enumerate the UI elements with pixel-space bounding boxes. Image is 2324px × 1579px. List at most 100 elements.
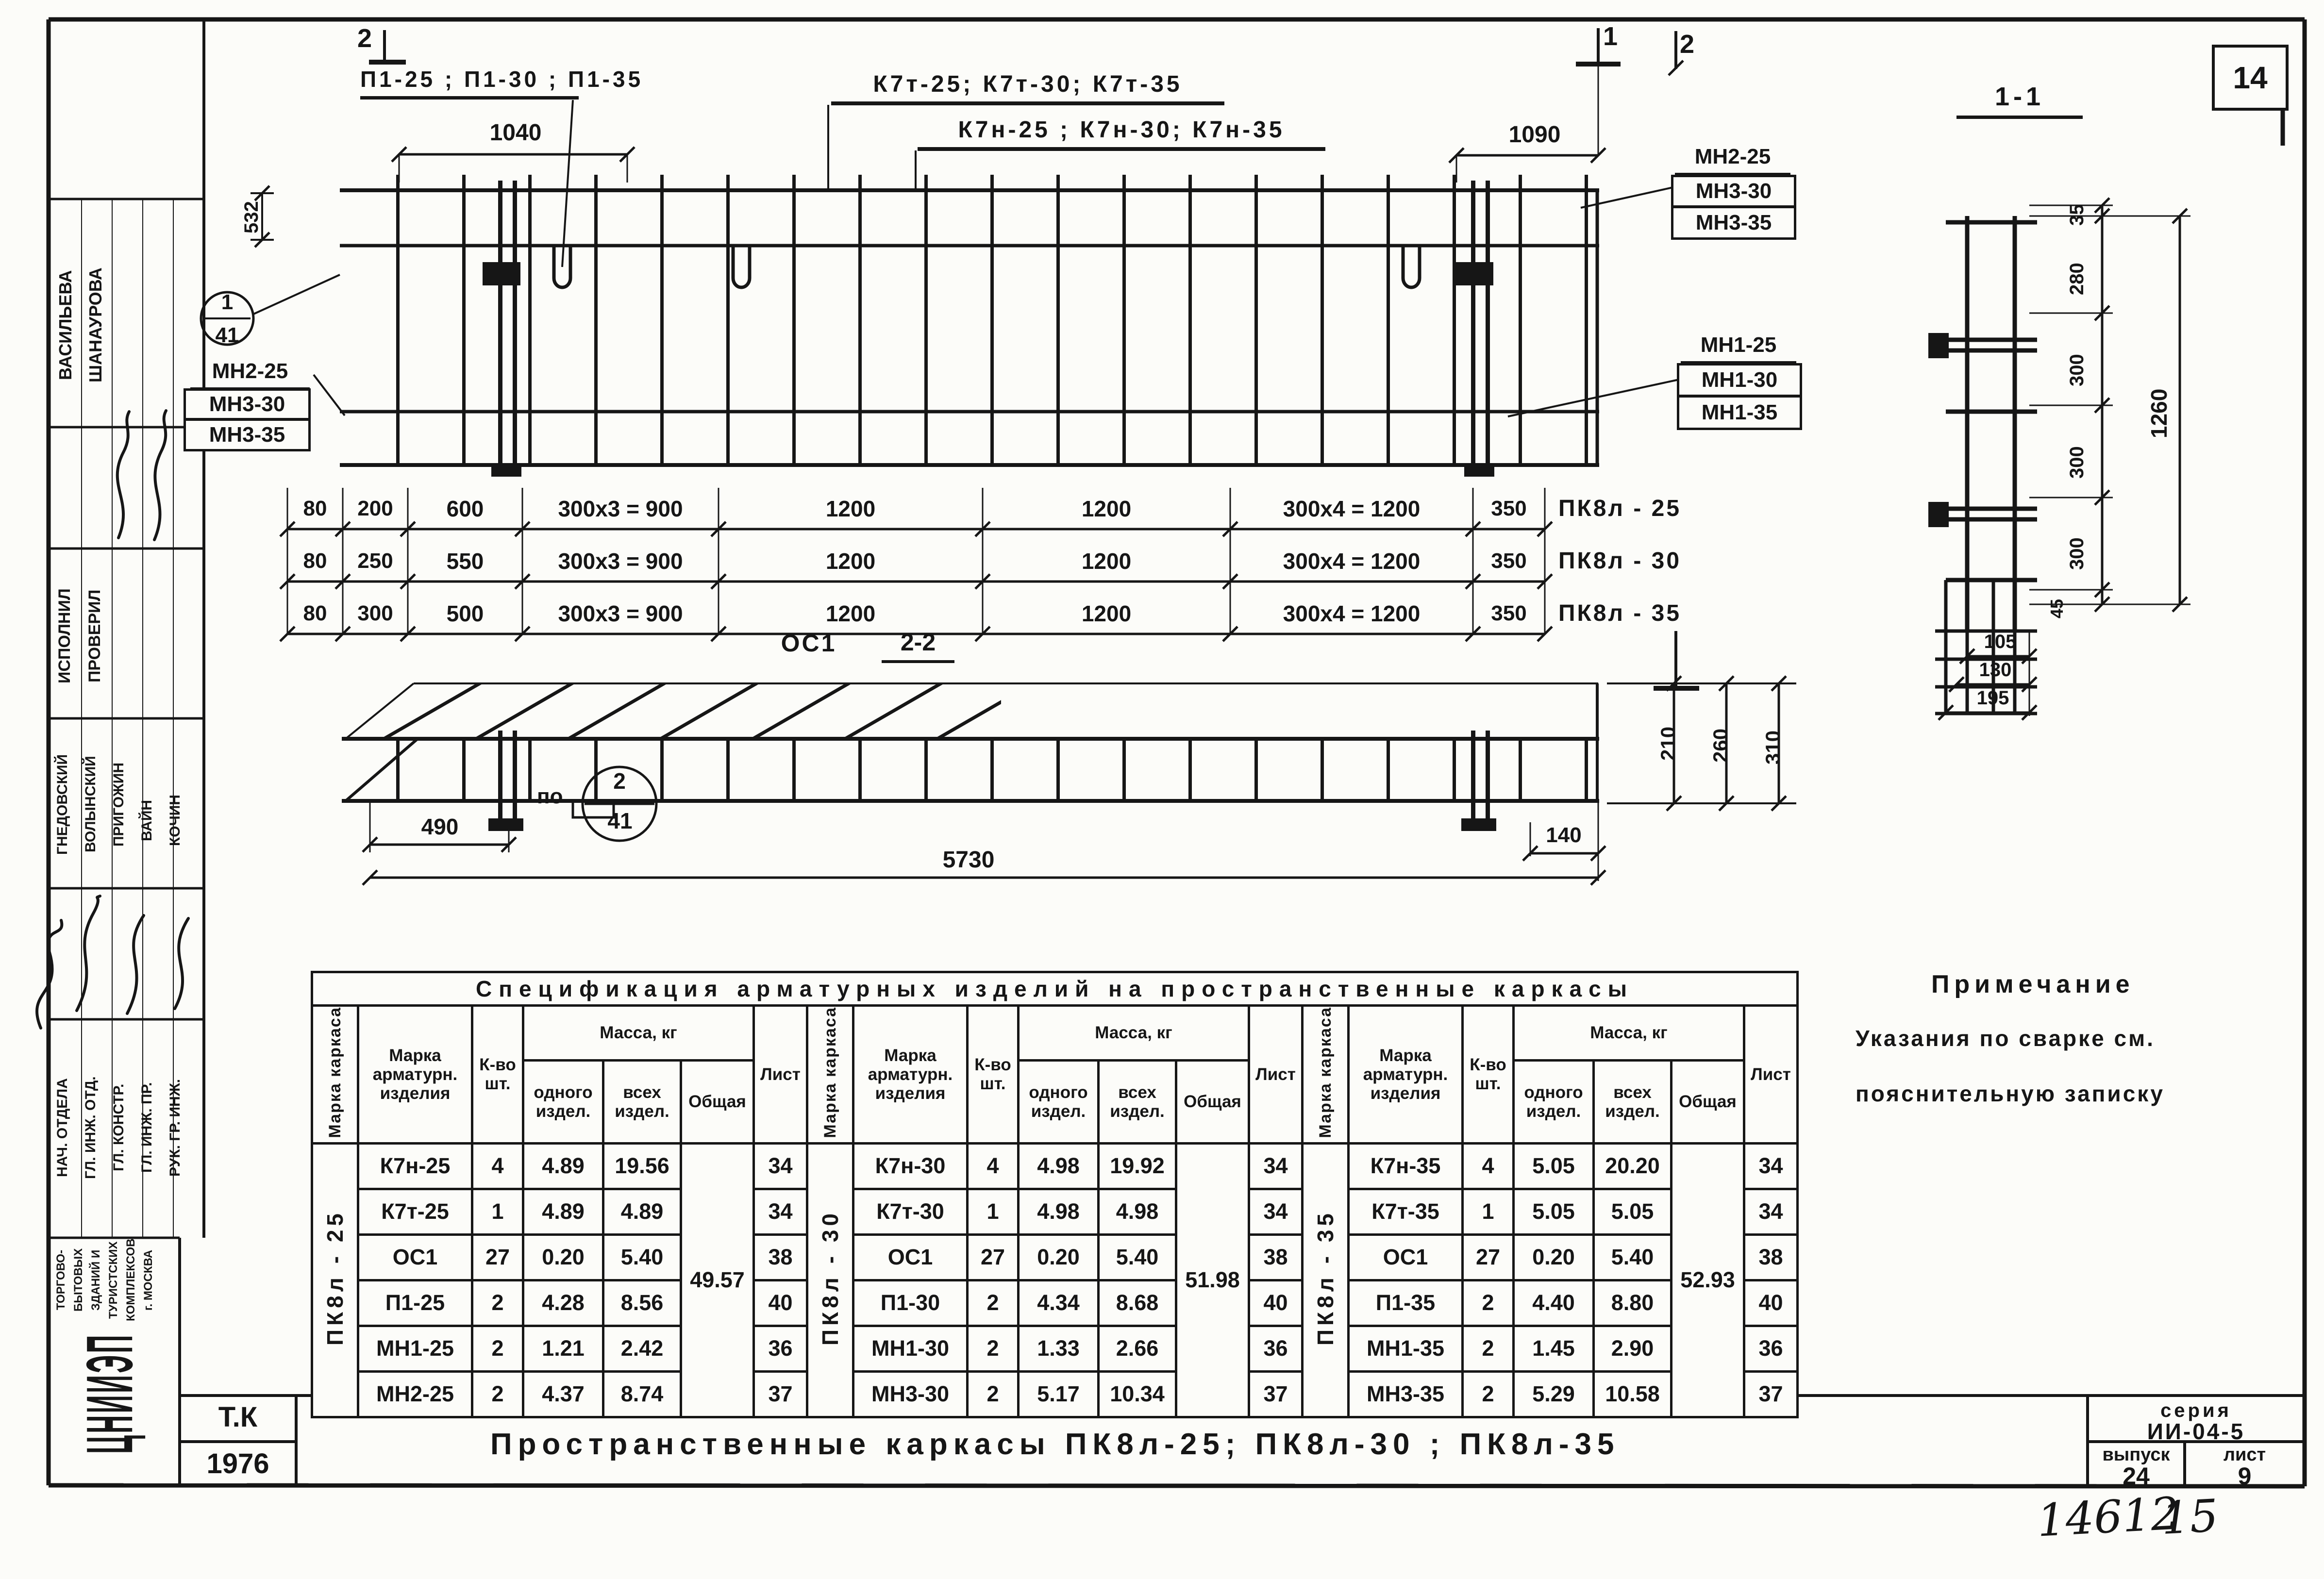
spec-c: 0.20 [522,1233,604,1281]
spec-c: 37 [1743,1370,1799,1418]
dim-105: 105 [1984,631,2017,652]
spec-c: 40 [752,1279,808,1327]
cut-mark-2-right: 2 [1680,30,1695,59]
spec-head: К-во шт. [966,1004,1020,1145]
institute-line: КОМПЛЕКСОВ [124,1238,137,1321]
dim-490: 490 [421,814,459,839]
spec-head: Общая [680,1059,755,1145]
spec-c: 19.92 [1097,1142,1177,1190]
label-text: МН3-35 [209,423,285,447]
head-text: шт. [485,1074,511,1094]
institute-line: БЫТОВЫХ [72,1248,85,1312]
stamp-year: 1976 [206,1448,269,1479]
head-text: Марка каркаса [325,1007,344,1138]
label-text: МН3-35 [1695,211,1772,234]
spec-total: 52.93 [1670,1142,1745,1418]
spec-head: Масса, кг [1512,1004,1745,1062]
label-mn2-25-right: МН2-25 [1675,145,1790,175]
spec-head: Масса, кг [522,1004,755,1062]
spec-c: К7т-30 [852,1187,969,1236]
spec-c: 38 [1248,1233,1304,1281]
dim-cell: 1200 [1081,548,1132,574]
series-label: серия [2160,1400,2232,1421]
spec-mark: ПК8л - 25 [311,1142,359,1418]
callout-2: 2 [613,768,626,794]
dim-5730: 5730 [942,847,995,873]
spec-c: 27 [1461,1233,1515,1281]
dim-cell: 1200 [825,548,876,574]
spec-title: Спецификация арматурных изделий на прост… [311,971,1799,1007]
section-2-2-title: 2-2 [882,628,954,663]
spec-c: 5.29 [1512,1370,1595,1418]
sidebar-role: ПРОВЕРИЛ [85,589,104,682]
list-label: лист [2223,1445,2266,1465]
label-text: МН1-35 [1701,400,1778,424]
spec-c: ОС1 [1347,1233,1464,1281]
spec-head: Марка арматурн. изделия [1347,1004,1464,1145]
note-line2: пояснительную записку [1856,1081,2165,1106]
spec-cell: К7н-25 [357,1142,473,1190]
label-mn2-25-left: МН2-25 [190,359,310,390]
dim-cell: 80 [303,549,327,573]
spec-head: Марка каркаса [806,1004,854,1145]
spec-c: 34 [1248,1187,1304,1236]
head-text: Марка арматурн. изделия [372,1046,458,1103]
spec-head: Лист [1743,1004,1799,1145]
callout-po: по [537,784,563,808]
dim-cell: 300х4 = 1200 [1283,496,1421,521]
head-text: К-во [1470,1055,1506,1075]
head-text: Марка арматурн. изделия [1363,1046,1448,1103]
spec-c: 4.89 [602,1187,682,1236]
spec-head: всех издел. [1592,1059,1672,1145]
spec-table: Спецификация арматурных изделий на прост… [311,971,1799,1418]
spec-c: 4.98 [1097,1187,1177,1236]
spec-c: 2 [966,1279,1020,1327]
dim-280: 280 [2066,263,2088,296]
spec-c: 2.42 [602,1324,682,1373]
handwritten-number: 14612 [2036,1487,2181,1547]
spec-c: П1-35 [1347,1279,1464,1327]
dim-1260: 1260 [2146,388,2172,439]
spec-c: 5.17 [1017,1370,1100,1418]
spec-c: 4.89 [522,1187,604,1236]
dim-cell: 80 [303,497,327,520]
spec-c: 10.34 [1097,1370,1177,1418]
dim-row-mark: ПК8л - 30 [1558,548,1682,574]
issue-value: 24 [2123,1463,2150,1490]
note-line1: Указания по сварке см. [1856,1026,2155,1051]
institute-line: ТУРИСТСКИХ [107,1241,120,1319]
spec-mark: ПК8л - 35 [1301,1142,1350,1418]
spec-c: 8.80 [1592,1279,1672,1327]
spec-c: 4 [966,1142,1020,1190]
institute-line: ЗДАНИЙ И [89,1249,102,1311]
spec-head: К-во шт. [1461,1004,1515,1145]
spec-c: 36 [752,1324,808,1373]
head-text: К-во [974,1055,1011,1075]
institute-logo: ЦНИИЭП [74,1333,148,1454]
callout-bottom: 41 [215,323,239,347]
spec-c: 2 [966,1324,1020,1373]
stamp-tk: Т.К [218,1401,258,1433]
spec-c: 34 [752,1187,808,1236]
mark-text: ПК8л - 25 [322,1209,348,1346]
spec-head: Общая [1175,1059,1250,1145]
spec-c: К7т-25 [357,1187,473,1236]
sidebar-name: ВАСИЛЬЕВА [55,270,75,381]
sidebar-role: ГЛ. ИНЖ. ОТД. [83,1076,99,1179]
spec-head: Лист [1248,1004,1304,1145]
sidebar-name: ГНЕДОВСКИЙ [54,754,70,855]
dim-cell: 1200 [1081,601,1132,626]
spec-head: Общая [1670,1059,1745,1145]
handwritten-sheet: 15 [2160,1490,2220,1545]
head-text: Марка арматурн. изделия [868,1046,953,1103]
spec-c: 1 [471,1187,524,1236]
spec-c: К7т-35 [1347,1187,1464,1236]
dim-300: 300 [2066,537,2088,570]
dim-cell: 300х3 = 900 [558,496,683,521]
spec-head: Лист [752,1004,808,1145]
spec-c: 40 [1743,1279,1799,1327]
spec-c: 2 [1461,1279,1515,1327]
label-mn1-25: МН1-25 [1681,333,1796,364]
dim-210: 210 [1656,726,1679,761]
dim-cell: 1200 [1081,496,1132,521]
